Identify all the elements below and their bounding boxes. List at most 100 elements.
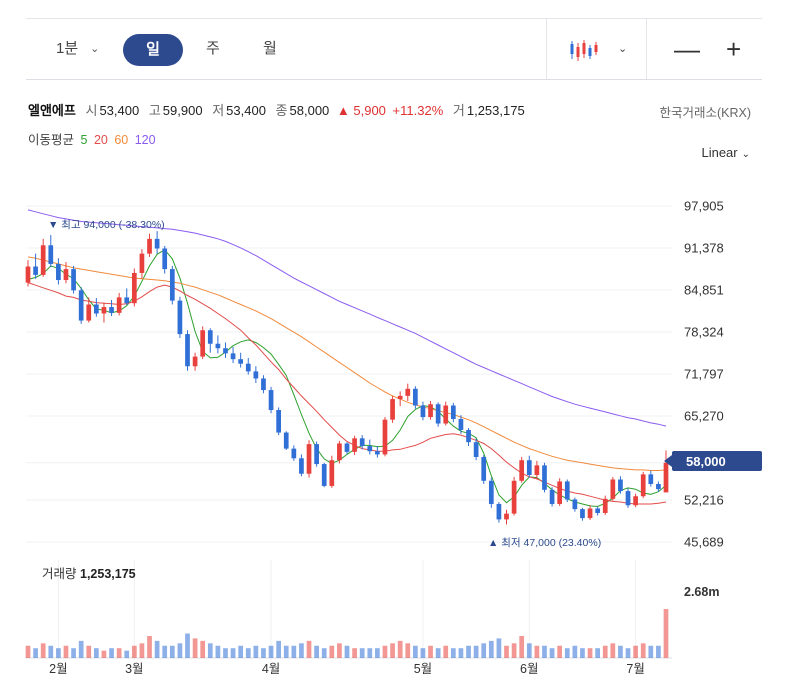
volume-bar (580, 648, 585, 658)
volume-bar (428, 645, 433, 658)
current-price-label: 58,000 (686, 454, 726, 469)
volume-bar (299, 643, 304, 658)
y-tick-label: 78,324 (684, 325, 724, 340)
volume-bar (207, 643, 213, 658)
volume-bar (640, 643, 646, 658)
change-value: ▲ 5,900 (336, 103, 386, 118)
candle-body (610, 479, 616, 499)
low-label: 저 (212, 103, 225, 118)
candle-body (413, 388, 418, 406)
candle-body (511, 480, 517, 514)
y-tick-label: 45,689 (684, 535, 724, 550)
volume-bar (245, 648, 251, 658)
x-tick-label: 6월 (520, 662, 538, 676)
candle-body (177, 300, 183, 335)
zoom-out-button[interactable]: — (674, 34, 700, 64)
chart-type-chevron-icon[interactable]: ⌄ (618, 43, 628, 55)
candle-body (534, 465, 540, 476)
volume-bar (435, 648, 441, 658)
volume-label: 거 (452, 103, 465, 118)
candle-body (488, 480, 494, 504)
candle-body (466, 429, 471, 443)
candles (25, 231, 669, 525)
volume-bar (587, 648, 593, 658)
volume-bar (139, 643, 145, 658)
x-tick-label: 7월 (626, 662, 644, 676)
volume-bar (648, 645, 654, 658)
candle-body (25, 266, 31, 283)
volume-bar (496, 638, 502, 658)
high-marker: ▼ 최고 94,000 (-38.30%) (48, 219, 165, 231)
change-percent: +11.32% (392, 103, 444, 118)
candle-body (101, 307, 107, 314)
x-tick-label: 2월 (49, 662, 67, 676)
volume-bar (390, 643, 395, 658)
candle-body (253, 371, 259, 379)
candlestick-chart-icon[interactable] (569, 39, 599, 61)
interval-select[interactable]: 1분 ⌄ (56, 19, 99, 79)
ma-label: 이동평균 (28, 133, 75, 147)
candle-body (109, 307, 114, 313)
scale-select[interactable]: Linear ⌄ (701, 145, 750, 160)
volume-bar (481, 643, 487, 658)
candle-body (276, 410, 281, 433)
volume-bar (382, 645, 388, 658)
candle-body (443, 405, 449, 424)
candle-body (56, 263, 61, 281)
volume-bar (466, 645, 471, 658)
volume-bar (534, 645, 540, 658)
volume-bar (56, 648, 61, 658)
chevron-down-icon: ⌄ (741, 149, 750, 160)
volume-bar (223, 648, 228, 658)
volume-bar (443, 645, 449, 658)
tab-week[interactable]: 주 (206, 40, 220, 57)
candle-body (352, 438, 357, 452)
volume-bar (542, 645, 547, 658)
volume-bar (663, 609, 669, 658)
candle-body (215, 343, 221, 349)
zoom-in-button[interactable]: + (726, 34, 742, 64)
candle-body (200, 330, 206, 357)
volume-bar (86, 645, 92, 658)
candle-body (564, 481, 570, 500)
candle-body (648, 474, 654, 485)
tab-month[interactable]: 월 (263, 40, 277, 57)
low-value: 53,400 (226, 103, 266, 118)
candle-body (33, 266, 38, 275)
candle-body (526, 460, 532, 476)
volume-bar (564, 648, 570, 658)
candle-body (359, 438, 365, 447)
current-price-badge-pointer (664, 455, 672, 467)
volume-bar (268, 645, 274, 658)
volume-bar (253, 645, 259, 658)
toolbar-divider (546, 19, 547, 79)
candle-body (382, 419, 388, 455)
volume-bar (185, 633, 190, 658)
stock-name: 엘앤에프 (28, 103, 76, 118)
close-value: 58,000 (289, 103, 330, 118)
volume-bar (397, 640, 403, 658)
open-value: 53,400 (99, 103, 140, 118)
volume-bar (283, 645, 289, 658)
candle-body (481, 456, 487, 481)
candle-body (572, 499, 578, 510)
volume-bar (94, 648, 99, 658)
y-tick-label: 65,270 (684, 409, 724, 424)
volume-bar (352, 648, 357, 658)
tab-day[interactable]: 일 (123, 34, 183, 66)
volume-bar (276, 640, 281, 658)
volume-bar (71, 648, 76, 658)
volume-bar (549, 648, 555, 658)
volume-bar (602, 645, 608, 658)
candle-body (78, 290, 84, 321)
close-label: 종 (275, 103, 288, 118)
candle-body (367, 446, 373, 452)
candle-body (625, 491, 631, 506)
candle-body (261, 378, 266, 391)
y-tick-label: 52,216 (684, 493, 724, 508)
volume-bar (405, 643, 411, 658)
open-label: 시 (85, 103, 98, 118)
volume-bar (625, 648, 631, 658)
ma-5: 5 (80, 133, 88, 147)
